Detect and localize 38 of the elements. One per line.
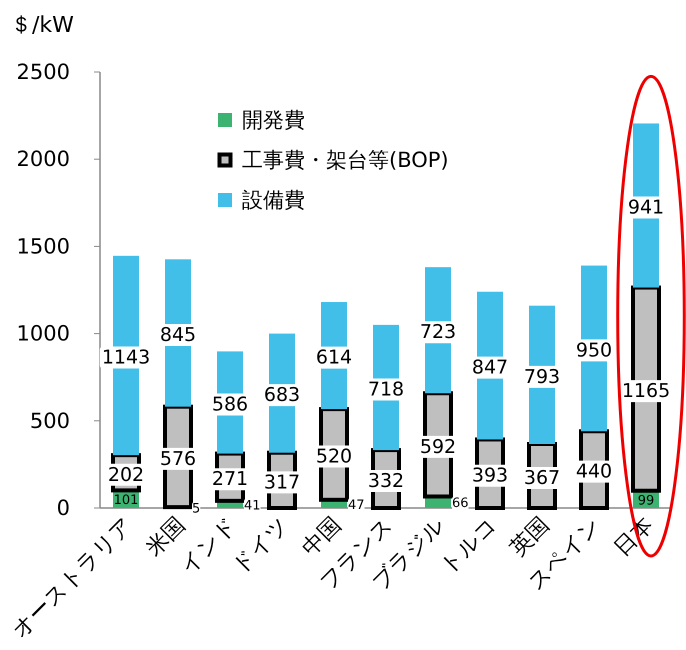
data-label: 614 — [316, 346, 352, 369]
legend-label: 設備費 — [242, 188, 305, 212]
y-tick-label: 2000 — [16, 147, 70, 172]
y-tick-label: 1500 — [16, 234, 70, 258]
data-label: 723 — [420, 321, 456, 344]
data-label: 683 — [264, 384, 300, 406]
data-label: 1143 — [102, 346, 150, 368]
data-label: 1165 — [622, 380, 670, 402]
legend-label: 工事費・架台等(BOP) — [242, 148, 449, 172]
data-label: 718 — [368, 378, 404, 400]
y-tick-label: 2500 — [16, 60, 70, 84]
data-label: 47 — [348, 498, 365, 513]
y-tick-label: 0 — [56, 496, 70, 520]
data-label: 440 — [576, 460, 612, 483]
legend-label: 開発費 — [242, 108, 305, 132]
data-label: 847 — [472, 356, 508, 379]
data-label: 332 — [368, 470, 404, 492]
data-label: 202 — [108, 464, 144, 486]
data-label: 941 — [628, 196, 664, 219]
data-label: 99 — [638, 493, 654, 508]
data-label: 41 — [244, 498, 261, 514]
data-label: 793 — [524, 366, 560, 388]
y-axis-title: ＄/kW — [10, 13, 74, 38]
data-label: 271 — [212, 468, 248, 490]
data-label: 101 — [114, 493, 138, 508]
data-label: 576 — [160, 448, 196, 470]
data-label: 845 — [160, 324, 196, 346]
data-label: 520 — [316, 445, 352, 468]
data-label: 66 — [452, 496, 469, 512]
data-label: 5 — [192, 502, 200, 517]
data-label: 393 — [472, 464, 508, 487]
y-tick-label: 1000 — [16, 322, 70, 346]
data-label: 367 — [524, 467, 560, 489]
data-label: 592 — [420, 436, 456, 458]
data-label: 317 — [264, 471, 300, 494]
data-label: 586 — [212, 393, 248, 416]
y-tick-label: 500 — [30, 408, 70, 433]
data-label: 950 — [576, 339, 612, 362]
